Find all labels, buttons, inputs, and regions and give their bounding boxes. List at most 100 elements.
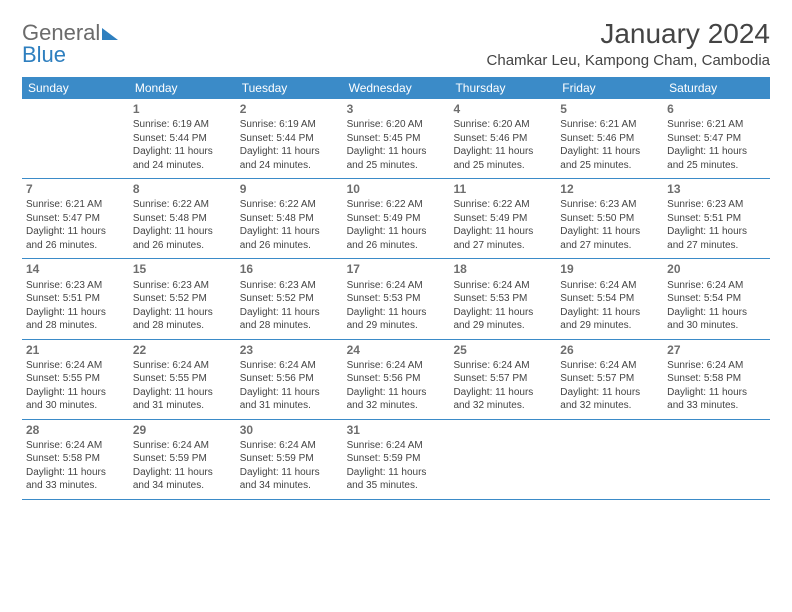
- day-number: 23: [240, 342, 339, 358]
- day-info-line: Sunset: 5:46 PM: [560, 132, 659, 146]
- week-row: 1Sunrise: 6:19 AMSunset: 5:44 PMDaylight…: [22, 99, 770, 179]
- day-info-line: Sunrise: 6:23 AM: [560, 198, 659, 212]
- day-info-line: Daylight: 11 hours: [453, 386, 552, 400]
- day-info-line: Sunset: 5:48 PM: [240, 212, 339, 226]
- day-info-line: Daylight: 11 hours: [453, 225, 552, 239]
- day-info-line: Daylight: 11 hours: [133, 386, 232, 400]
- day-info-line: Daylight: 11 hours: [240, 145, 339, 159]
- weekday-header: Monday: [129, 77, 236, 99]
- day-cell: 30Sunrise: 6:24 AMSunset: 5:59 PMDayligh…: [236, 420, 343, 499]
- day-cell: 3Sunrise: 6:20 AMSunset: 5:45 PMDaylight…: [343, 99, 450, 178]
- day-info-line: Sunset: 5:49 PM: [347, 212, 446, 226]
- day-info-line: Daylight: 11 hours: [560, 306, 659, 320]
- day-info-line: Sunrise: 6:24 AM: [453, 359, 552, 373]
- day-cell: 15Sunrise: 6:23 AMSunset: 5:52 PMDayligh…: [129, 259, 236, 338]
- day-cell: 11Sunrise: 6:22 AMSunset: 5:49 PMDayligh…: [449, 179, 556, 258]
- day-info-line: Sunset: 5:48 PM: [133, 212, 232, 226]
- day-info-line: and 34 minutes.: [133, 479, 232, 493]
- day-cell: 10Sunrise: 6:22 AMSunset: 5:49 PMDayligh…: [343, 179, 450, 258]
- day-info-line: Sunrise: 6:24 AM: [560, 279, 659, 293]
- day-info-line: Sunrise: 6:20 AM: [453, 118, 552, 132]
- day-info-line: Sunrise: 6:24 AM: [133, 439, 232, 453]
- day-info-line: Sunset: 5:59 PM: [347, 452, 446, 466]
- day-number: 17: [347, 261, 446, 277]
- day-info-line: Sunrise: 6:22 AM: [133, 198, 232, 212]
- day-info-line: Sunrise: 6:24 AM: [347, 279, 446, 293]
- day-info-line: Sunset: 5:59 PM: [133, 452, 232, 466]
- day-info-line: Sunset: 5:58 PM: [26, 452, 125, 466]
- day-info-line: Sunrise: 6:21 AM: [26, 198, 125, 212]
- day-info-line: Sunset: 5:47 PM: [667, 132, 766, 146]
- day-info-line: Sunrise: 6:24 AM: [347, 359, 446, 373]
- day-cell: 2Sunrise: 6:19 AMSunset: 5:44 PMDaylight…: [236, 99, 343, 178]
- day-cell-empty: [449, 420, 556, 499]
- day-number: 24: [347, 342, 446, 358]
- day-info-line: Sunset: 5:56 PM: [240, 372, 339, 386]
- day-info-line: Daylight: 11 hours: [560, 225, 659, 239]
- day-info-line: and 29 minutes.: [347, 319, 446, 333]
- weekday-header: Tuesday: [236, 77, 343, 99]
- day-number: 4: [453, 101, 552, 117]
- day-cell: 22Sunrise: 6:24 AMSunset: 5:55 PMDayligh…: [129, 340, 236, 419]
- day-number: 27: [667, 342, 766, 358]
- location-text: Chamkar Leu, Kampong Cham, Cambodia: [487, 52, 770, 69]
- day-number: 7: [26, 181, 125, 197]
- day-info-line: Sunset: 5:57 PM: [560, 372, 659, 386]
- day-info-line: Sunrise: 6:19 AM: [133, 118, 232, 132]
- day-cell-empty: [556, 420, 663, 499]
- day-cell-empty: [22, 99, 129, 178]
- day-info-line: Sunset: 5:53 PM: [453, 292, 552, 306]
- day-info-line: Sunrise: 6:24 AM: [26, 359, 125, 373]
- day-number: 10: [347, 181, 446, 197]
- day-info-line: Sunset: 5:44 PM: [240, 132, 339, 146]
- day-number: 21: [26, 342, 125, 358]
- day-info-line: Daylight: 11 hours: [133, 466, 232, 480]
- day-number: 11: [453, 181, 552, 197]
- day-info-line: Daylight: 11 hours: [453, 306, 552, 320]
- day-number: 1: [133, 101, 232, 117]
- day-number: 16: [240, 261, 339, 277]
- day-cell: 20Sunrise: 6:24 AMSunset: 5:54 PMDayligh…: [663, 259, 770, 338]
- day-info-line: Daylight: 11 hours: [667, 306, 766, 320]
- day-info-line: Sunrise: 6:24 AM: [453, 279, 552, 293]
- day-info-line: Sunset: 5:45 PM: [347, 132, 446, 146]
- day-cell: 8Sunrise: 6:22 AMSunset: 5:48 PMDaylight…: [129, 179, 236, 258]
- day-info-line: Sunset: 5:59 PM: [240, 452, 339, 466]
- day-info-line: Sunrise: 6:23 AM: [26, 279, 125, 293]
- day-info-line: and 30 minutes.: [26, 399, 125, 413]
- weekday-header-row: Sunday Monday Tuesday Wednesday Thursday…: [22, 77, 770, 99]
- day-info-line: and 26 minutes.: [347, 239, 446, 253]
- day-info-line: and 32 minutes.: [560, 399, 659, 413]
- day-info-line: Daylight: 11 hours: [240, 466, 339, 480]
- week-row: 21Sunrise: 6:24 AMSunset: 5:55 PMDayligh…: [22, 340, 770, 420]
- day-info-line: Sunrise: 6:24 AM: [240, 359, 339, 373]
- day-cell: 24Sunrise: 6:24 AMSunset: 5:56 PMDayligh…: [343, 340, 450, 419]
- day-cell: 4Sunrise: 6:20 AMSunset: 5:46 PMDaylight…: [449, 99, 556, 178]
- day-info-line: Daylight: 11 hours: [453, 145, 552, 159]
- weeks-container: 1Sunrise: 6:19 AMSunset: 5:44 PMDaylight…: [22, 99, 770, 500]
- day-cell: 28Sunrise: 6:24 AMSunset: 5:58 PMDayligh…: [22, 420, 129, 499]
- day-cell: 7Sunrise: 6:21 AMSunset: 5:47 PMDaylight…: [22, 179, 129, 258]
- day-cell: 13Sunrise: 6:23 AMSunset: 5:51 PMDayligh…: [663, 179, 770, 258]
- day-info-line: Daylight: 11 hours: [240, 386, 339, 400]
- day-info-line: Sunset: 5:57 PM: [453, 372, 552, 386]
- day-info-line: Daylight: 11 hours: [560, 386, 659, 400]
- title-block: January 2024 Chamkar Leu, Kampong Cham, …: [487, 18, 770, 69]
- day-info-line: Daylight: 11 hours: [667, 386, 766, 400]
- day-cell: 16Sunrise: 6:23 AMSunset: 5:52 PMDayligh…: [236, 259, 343, 338]
- day-info-line: Sunrise: 6:23 AM: [667, 198, 766, 212]
- day-info-line: and 27 minutes.: [560, 239, 659, 253]
- day-cell: 21Sunrise: 6:24 AMSunset: 5:55 PMDayligh…: [22, 340, 129, 419]
- day-info-line: and 28 minutes.: [240, 319, 339, 333]
- day-info-line: and 24 minutes.: [240, 159, 339, 173]
- day-number: 29: [133, 422, 232, 438]
- day-info-line: Daylight: 11 hours: [26, 306, 125, 320]
- week-row: 7Sunrise: 6:21 AMSunset: 5:47 PMDaylight…: [22, 179, 770, 259]
- day-info-line: and 31 minutes.: [133, 399, 232, 413]
- day-number: 2: [240, 101, 339, 117]
- day-number: 26: [560, 342, 659, 358]
- day-info-line: Sunset: 5:50 PM: [560, 212, 659, 226]
- day-info-line: Sunset: 5:56 PM: [347, 372, 446, 386]
- day-cell: 25Sunrise: 6:24 AMSunset: 5:57 PMDayligh…: [449, 340, 556, 419]
- week-row: 14Sunrise: 6:23 AMSunset: 5:51 PMDayligh…: [22, 259, 770, 339]
